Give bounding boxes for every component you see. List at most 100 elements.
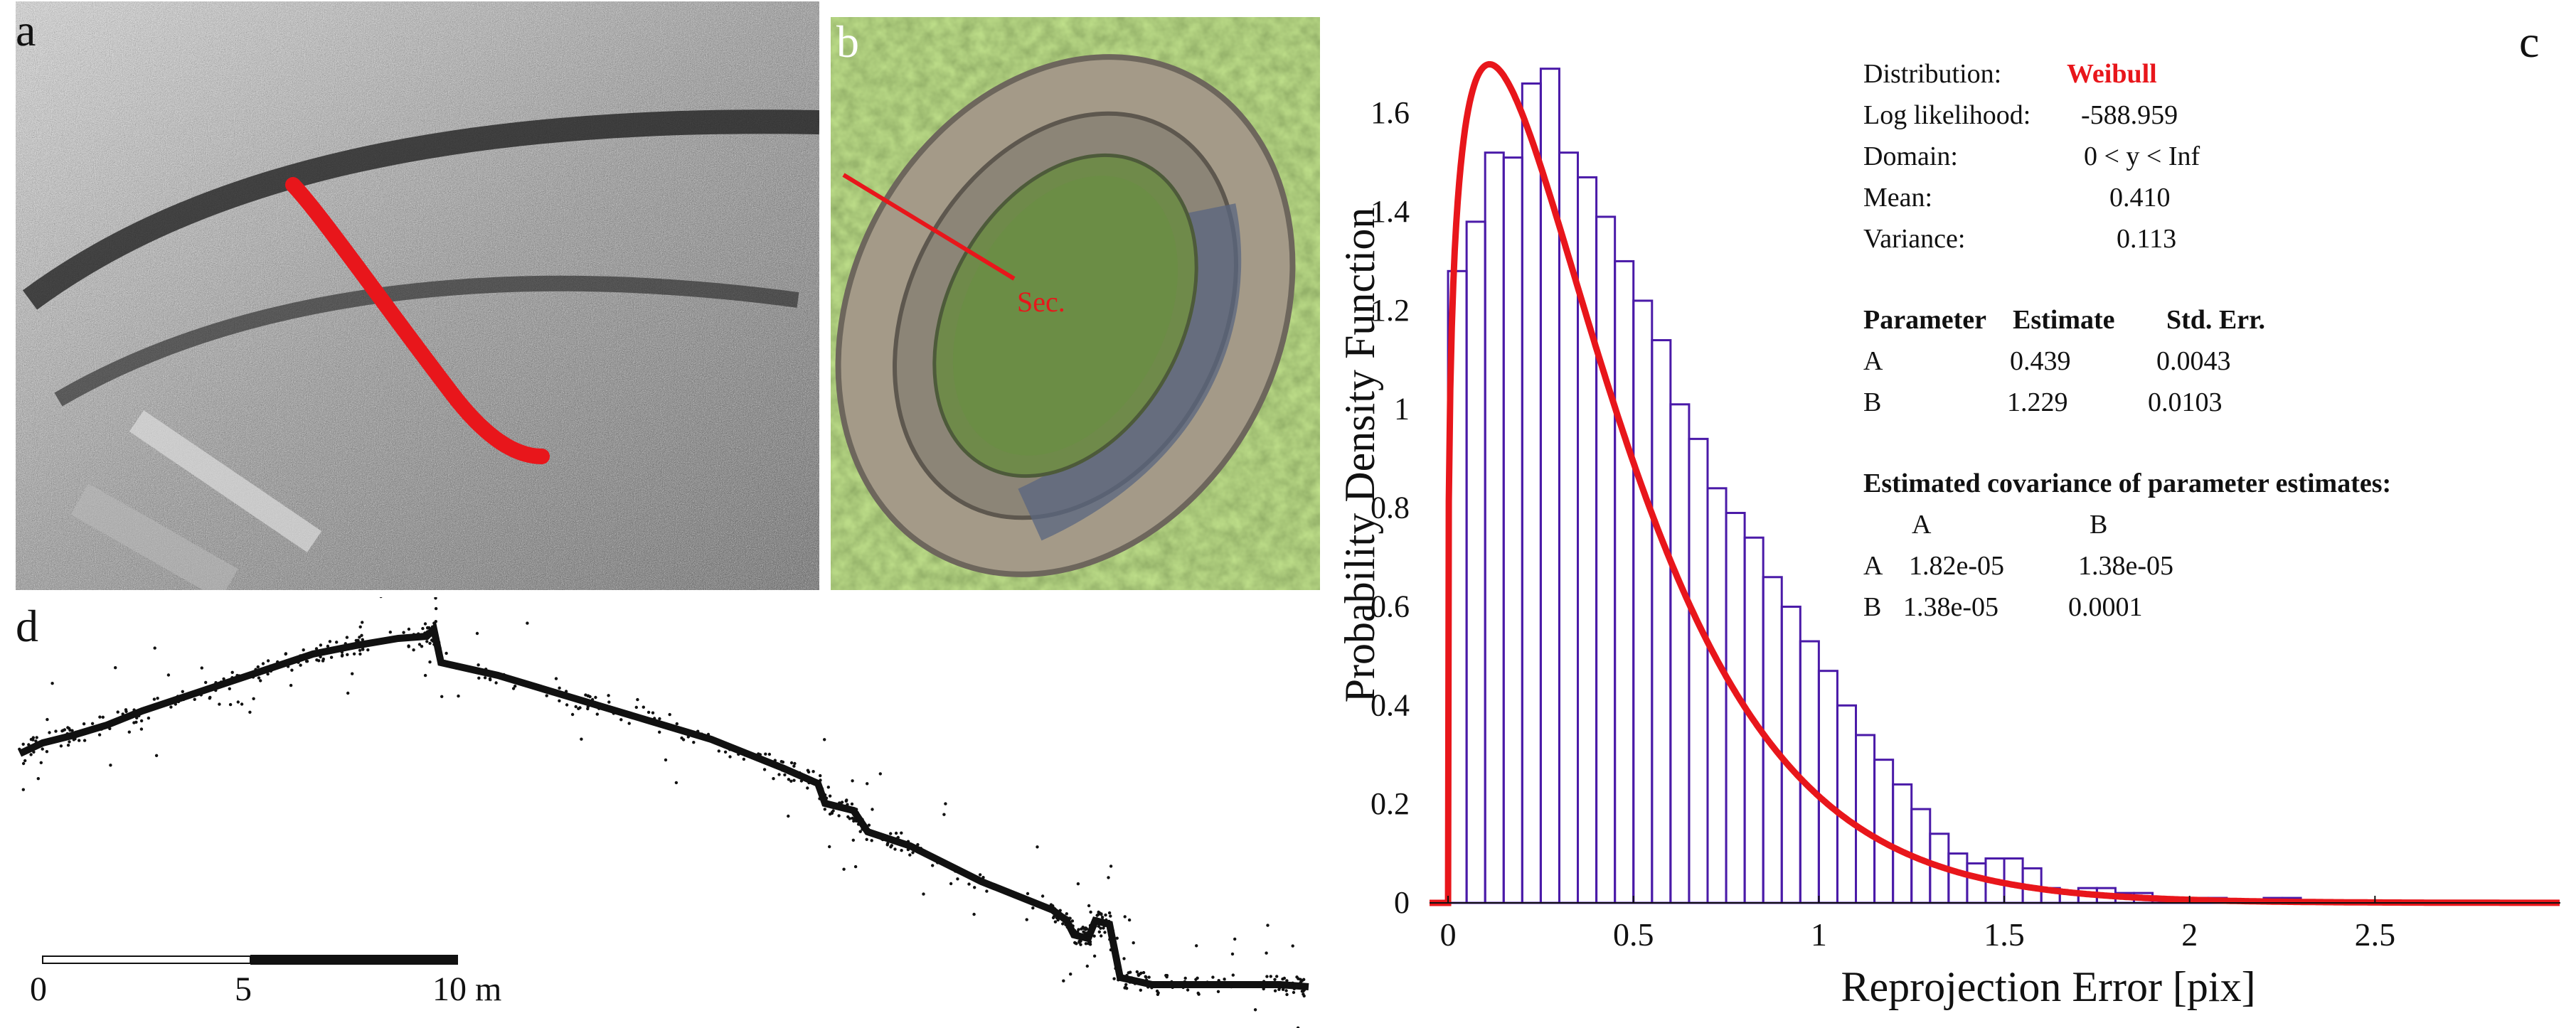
histogram-bar [2114,892,2135,904]
cov-row-a-val1: 1.82e-05 [1909,551,2005,581]
mean-label: Mean: [1863,183,1933,213]
histogram-bar [1651,339,1672,904]
histogram-bar [1558,151,1580,904]
y-axis-ticks: 0 0.2 0.4 0.6 0.8 1 1.2 1.4 1.6 [1371,95,1410,920]
section-line-b [842,173,1016,281]
x-tick-label: 1 [1811,916,1827,953]
histogram-bar [1836,704,1858,904]
loglik-value: -588.959 [2081,100,2178,130]
histogram-bar [2132,892,2154,904]
section-label: Sec. [1017,286,1065,318]
panel-a-svg [16,1,819,590]
scale-bar-white-segment [42,955,251,964]
cov-row-b-name: B [1863,592,1882,622]
x-tick-label: 1.5 [1984,916,2025,953]
param-b-estimate: 1.229 [2007,387,2068,417]
distribution-value: Weibull [2067,59,2157,89]
panel-label-d: d [16,601,38,651]
param-header-estimate: Estimate [2013,305,2115,335]
histogram-bar [2188,896,2210,904]
histogram-bar [1929,832,1950,904]
scale-label-5: 5 [235,970,252,1008]
scale-bar [42,955,458,965]
panel-label-b: b [836,16,859,67]
cov-row-b-val2: 0.0001 [2068,592,2143,622]
y-tick-label: 1 [1394,392,1410,427]
cov-col-a: A [1912,510,1932,540]
histogram-bar [1688,437,1709,904]
cov-col-b: B [2090,510,2108,540]
histogram-bar [1892,783,1913,904]
cov-title: Estimated covariance of parameter estima… [1863,469,2392,498]
domain-label: Domain: [1863,141,1958,171]
histogram-bar [1632,299,1654,904]
cov-row-a-name: A [1863,551,1883,581]
histogram-bar [1762,576,1783,904]
histogram-bar [1725,512,1746,904]
histogram-bar [2058,892,2080,904]
panel-label-c: c [2519,16,2540,67]
y-tick-label: 1.4 [1371,194,1410,229]
histogram-bar [2003,857,2024,904]
histogram-bar [2262,896,2284,904]
histogram-bar [1521,82,1542,904]
x-tick-label: 2 [2181,916,2198,953]
panel-b-image: Sec. [831,17,1320,590]
histogram-bar [1799,640,1820,904]
variance-label: Variance: [1863,224,1966,254]
histogram-bar [1502,156,1523,904]
cov-row-a-val2: 1.38e-05 [2078,551,2174,581]
x-tick-label: 0 [1440,916,1457,953]
distribution-label: Distribution: [1863,59,2002,89]
histogram-bar [2077,887,2098,904]
histogram-bar [2040,887,2061,904]
histogram-bar [1465,220,1486,904]
histogram-bar [1706,487,1728,904]
histogram-bar [2170,896,2191,904]
cov-row-b-val1: 1.38e-05 [1903,592,1999,622]
y-tick-label: 1.2 [1371,293,1410,328]
histogram-bar [2095,887,2117,904]
y-axis-label: Probability Density Function [1336,208,1383,703]
histogram-bar [1984,857,2006,904]
histogram-bar [1966,862,1987,904]
panel-label-a: a [16,5,36,55]
y-tick-label: 0 [1394,885,1410,920]
histogram-bar [1539,68,1560,904]
histogram-bar [2207,896,2228,904]
mean-value: 0.410 [2109,183,2171,213]
panel-d-profile [0,597,1337,1028]
x-axis-label: Reprojection Error [pix] [1841,963,2255,1010]
section-line-a [285,177,550,464]
histogram-bar [1855,734,1876,904]
histogram-bar [2151,896,2173,904]
x-tick-label: 0.5 [1613,916,1654,953]
y-tick-label: 0.2 [1371,786,1410,821]
histogram-bar [1669,403,1691,904]
param-b-stderr: 0.0103 [2148,387,2223,417]
histogram-bar [1595,215,1617,904]
profile-svg [18,597,1309,1028]
histogram-bar [1910,808,1932,904]
x-axis-ticks: 0 0.5 1 1.5 2 2.5 [1440,896,2396,953]
param-b-name: B [1863,387,1882,417]
panel-b-svg: Sec. [831,17,1320,590]
y-tick-label: 0.8 [1371,491,1410,525]
scale-bar-black-segment [250,955,458,965]
param-header-parameter: Parameter [1863,305,1986,335]
histogram-bar [1780,605,1801,904]
loglik-label: Log likelihood: [1863,100,2031,130]
param-a-estimate: 0.439 [2010,346,2071,376]
histogram-bar [1817,670,1838,904]
scale-label-0: 0 [30,970,47,1008]
x-tick-label: 2.5 [2355,916,2396,953]
profile-ground-line [18,621,1309,990]
panel-a-image [16,1,819,590]
profile-scatter-points [18,597,1306,1028]
histogram-bar [1447,269,1468,904]
histogram-bar [1873,759,1895,904]
y-tick-label: 0.6 [1371,589,1410,623]
histogram-bar [1577,176,1598,904]
y-tick-label: 0.4 [1371,687,1410,722]
histogram-bar [1484,151,1505,904]
